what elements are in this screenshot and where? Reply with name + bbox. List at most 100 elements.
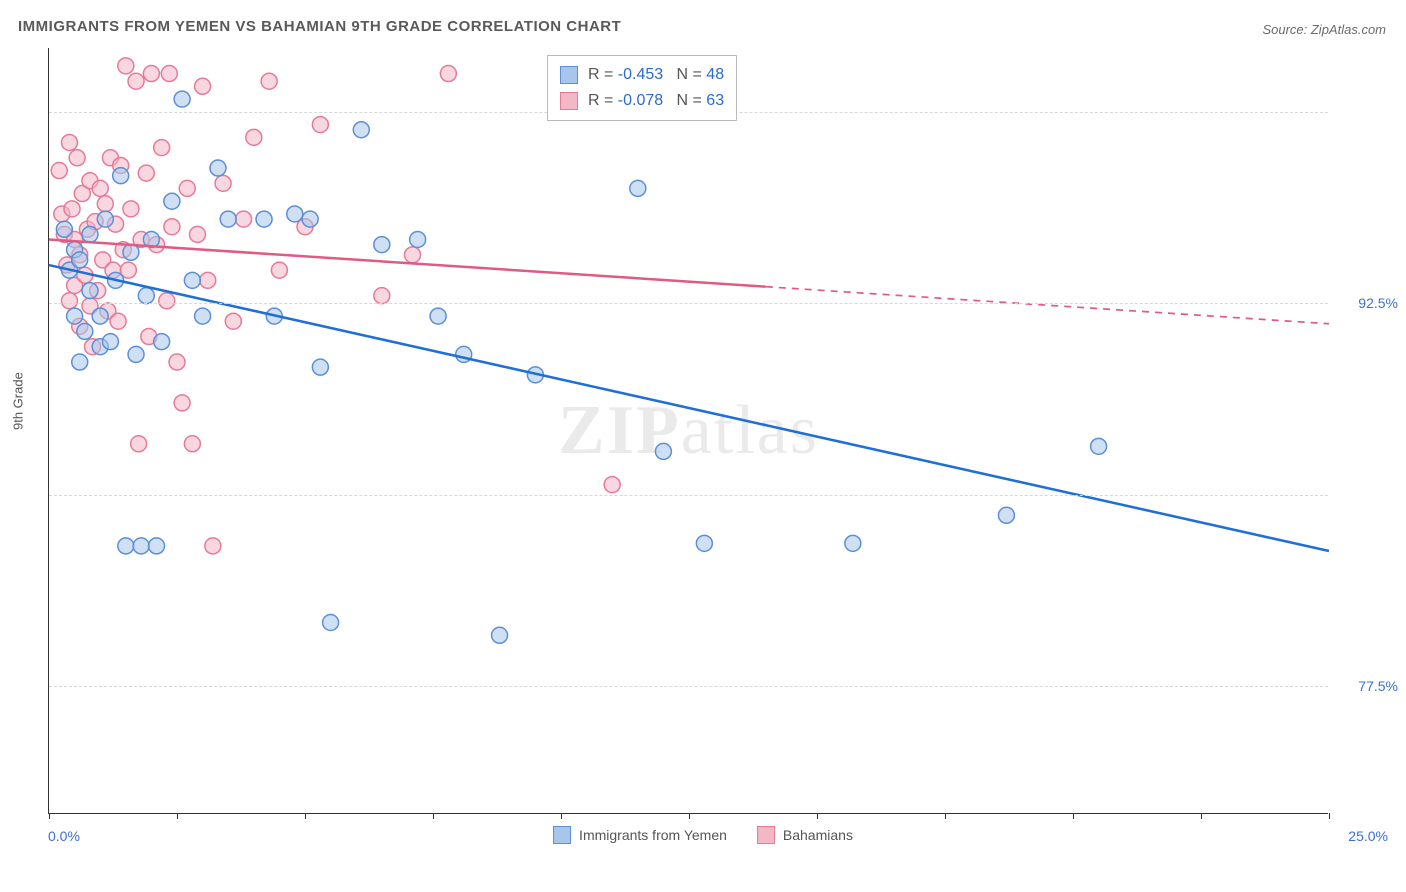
data-point [236, 211, 252, 227]
data-point [149, 538, 165, 554]
data-point [164, 219, 180, 235]
data-point [655, 443, 671, 459]
legend-label: Bahamians [783, 827, 853, 843]
data-point [492, 627, 508, 643]
data-point [118, 58, 134, 74]
data-point [77, 323, 93, 339]
data-point [353, 122, 369, 138]
y-tick-label: 92.5% [1338, 295, 1398, 311]
x-tick [433, 813, 434, 819]
legend-bottom: Immigrants from Yemen Bahamians [553, 826, 853, 844]
data-point [123, 201, 139, 217]
data-point [246, 129, 262, 145]
data-point [195, 308, 211, 324]
data-point [164, 193, 180, 209]
data-point [410, 232, 426, 248]
data-point [312, 117, 328, 133]
stats-row: R = -0.078 N = 63 [560, 88, 724, 114]
legend-label: Immigrants from Yemen [579, 827, 727, 843]
data-point [154, 334, 170, 350]
data-point [110, 313, 126, 329]
data-point [225, 313, 241, 329]
data-point [69, 150, 85, 166]
x-tick [817, 813, 818, 819]
data-point [1091, 438, 1107, 454]
data-point [271, 262, 287, 278]
x-tick [305, 813, 306, 819]
data-point [169, 354, 185, 370]
data-point [174, 395, 190, 411]
gridline [49, 686, 1328, 687]
x-tick [1329, 813, 1330, 819]
legend-item: Immigrants from Yemen [553, 826, 727, 844]
data-point [154, 140, 170, 156]
data-point [72, 252, 88, 268]
gridline [49, 303, 1328, 304]
data-point [604, 477, 620, 493]
source-attribution: Source: ZipAtlas.com [1262, 22, 1386, 37]
data-point [374, 288, 390, 304]
data-point [72, 354, 88, 370]
data-point [143, 66, 159, 82]
data-point [430, 308, 446, 324]
data-point [179, 180, 195, 196]
x-tick [177, 813, 178, 819]
data-point [845, 535, 861, 551]
data-point [210, 160, 226, 176]
data-point [302, 211, 318, 227]
gridline [49, 495, 1328, 496]
data-point [287, 206, 303, 222]
data-point [159, 293, 175, 309]
data-point [118, 538, 134, 554]
data-point [128, 346, 144, 362]
data-point [220, 211, 236, 227]
x-axis-max-label: 25.0% [1348, 828, 1388, 844]
data-point [82, 226, 98, 242]
chart-title: IMMIGRANTS FROM YEMEN VS BAHAMIAN 9TH GR… [18, 18, 621, 35]
stats-r-label: R = -0.078 N = 63 [588, 88, 724, 114]
data-point [51, 163, 67, 179]
regression-line-dashed [766, 287, 1329, 324]
data-point [128, 73, 144, 89]
data-point [92, 308, 108, 324]
data-point [133, 538, 149, 554]
data-point [174, 91, 190, 107]
data-point [184, 436, 200, 452]
y-tick-label: 77.5% [1338, 678, 1398, 694]
data-point [97, 196, 113, 212]
data-point [82, 283, 98, 299]
data-point [205, 538, 221, 554]
data-point [200, 272, 216, 288]
x-axis-min-label: 0.0% [48, 828, 80, 844]
data-point [56, 221, 72, 237]
data-point [184, 272, 200, 288]
data-point [138, 165, 154, 181]
x-tick [1073, 813, 1074, 819]
data-point [64, 201, 80, 217]
legend-swatch [553, 826, 571, 844]
data-point [113, 168, 129, 184]
stats-r-label: R = -0.453 N = 48 [588, 62, 724, 88]
stats-row: R = -0.453 N = 48 [560, 62, 724, 88]
data-point [61, 293, 77, 309]
plot-area: ZIPatlas 77.5%92.5% [48, 48, 1328, 814]
legend-swatch [757, 826, 775, 844]
data-point [696, 535, 712, 551]
stats-swatch [560, 66, 578, 84]
data-point [323, 615, 339, 631]
data-point [195, 78, 211, 94]
x-tick [1201, 813, 1202, 819]
data-point [261, 73, 277, 89]
data-point [161, 66, 177, 82]
x-tick [945, 813, 946, 819]
data-point [374, 237, 390, 253]
regression-line [49, 265, 1329, 551]
data-point [97, 211, 113, 227]
data-point [440, 66, 456, 82]
data-point [131, 436, 147, 452]
stats-swatch [560, 92, 578, 110]
legend-item: Bahamians [757, 826, 853, 844]
data-point [138, 288, 154, 304]
regression-line [49, 240, 766, 287]
data-point [215, 175, 231, 191]
